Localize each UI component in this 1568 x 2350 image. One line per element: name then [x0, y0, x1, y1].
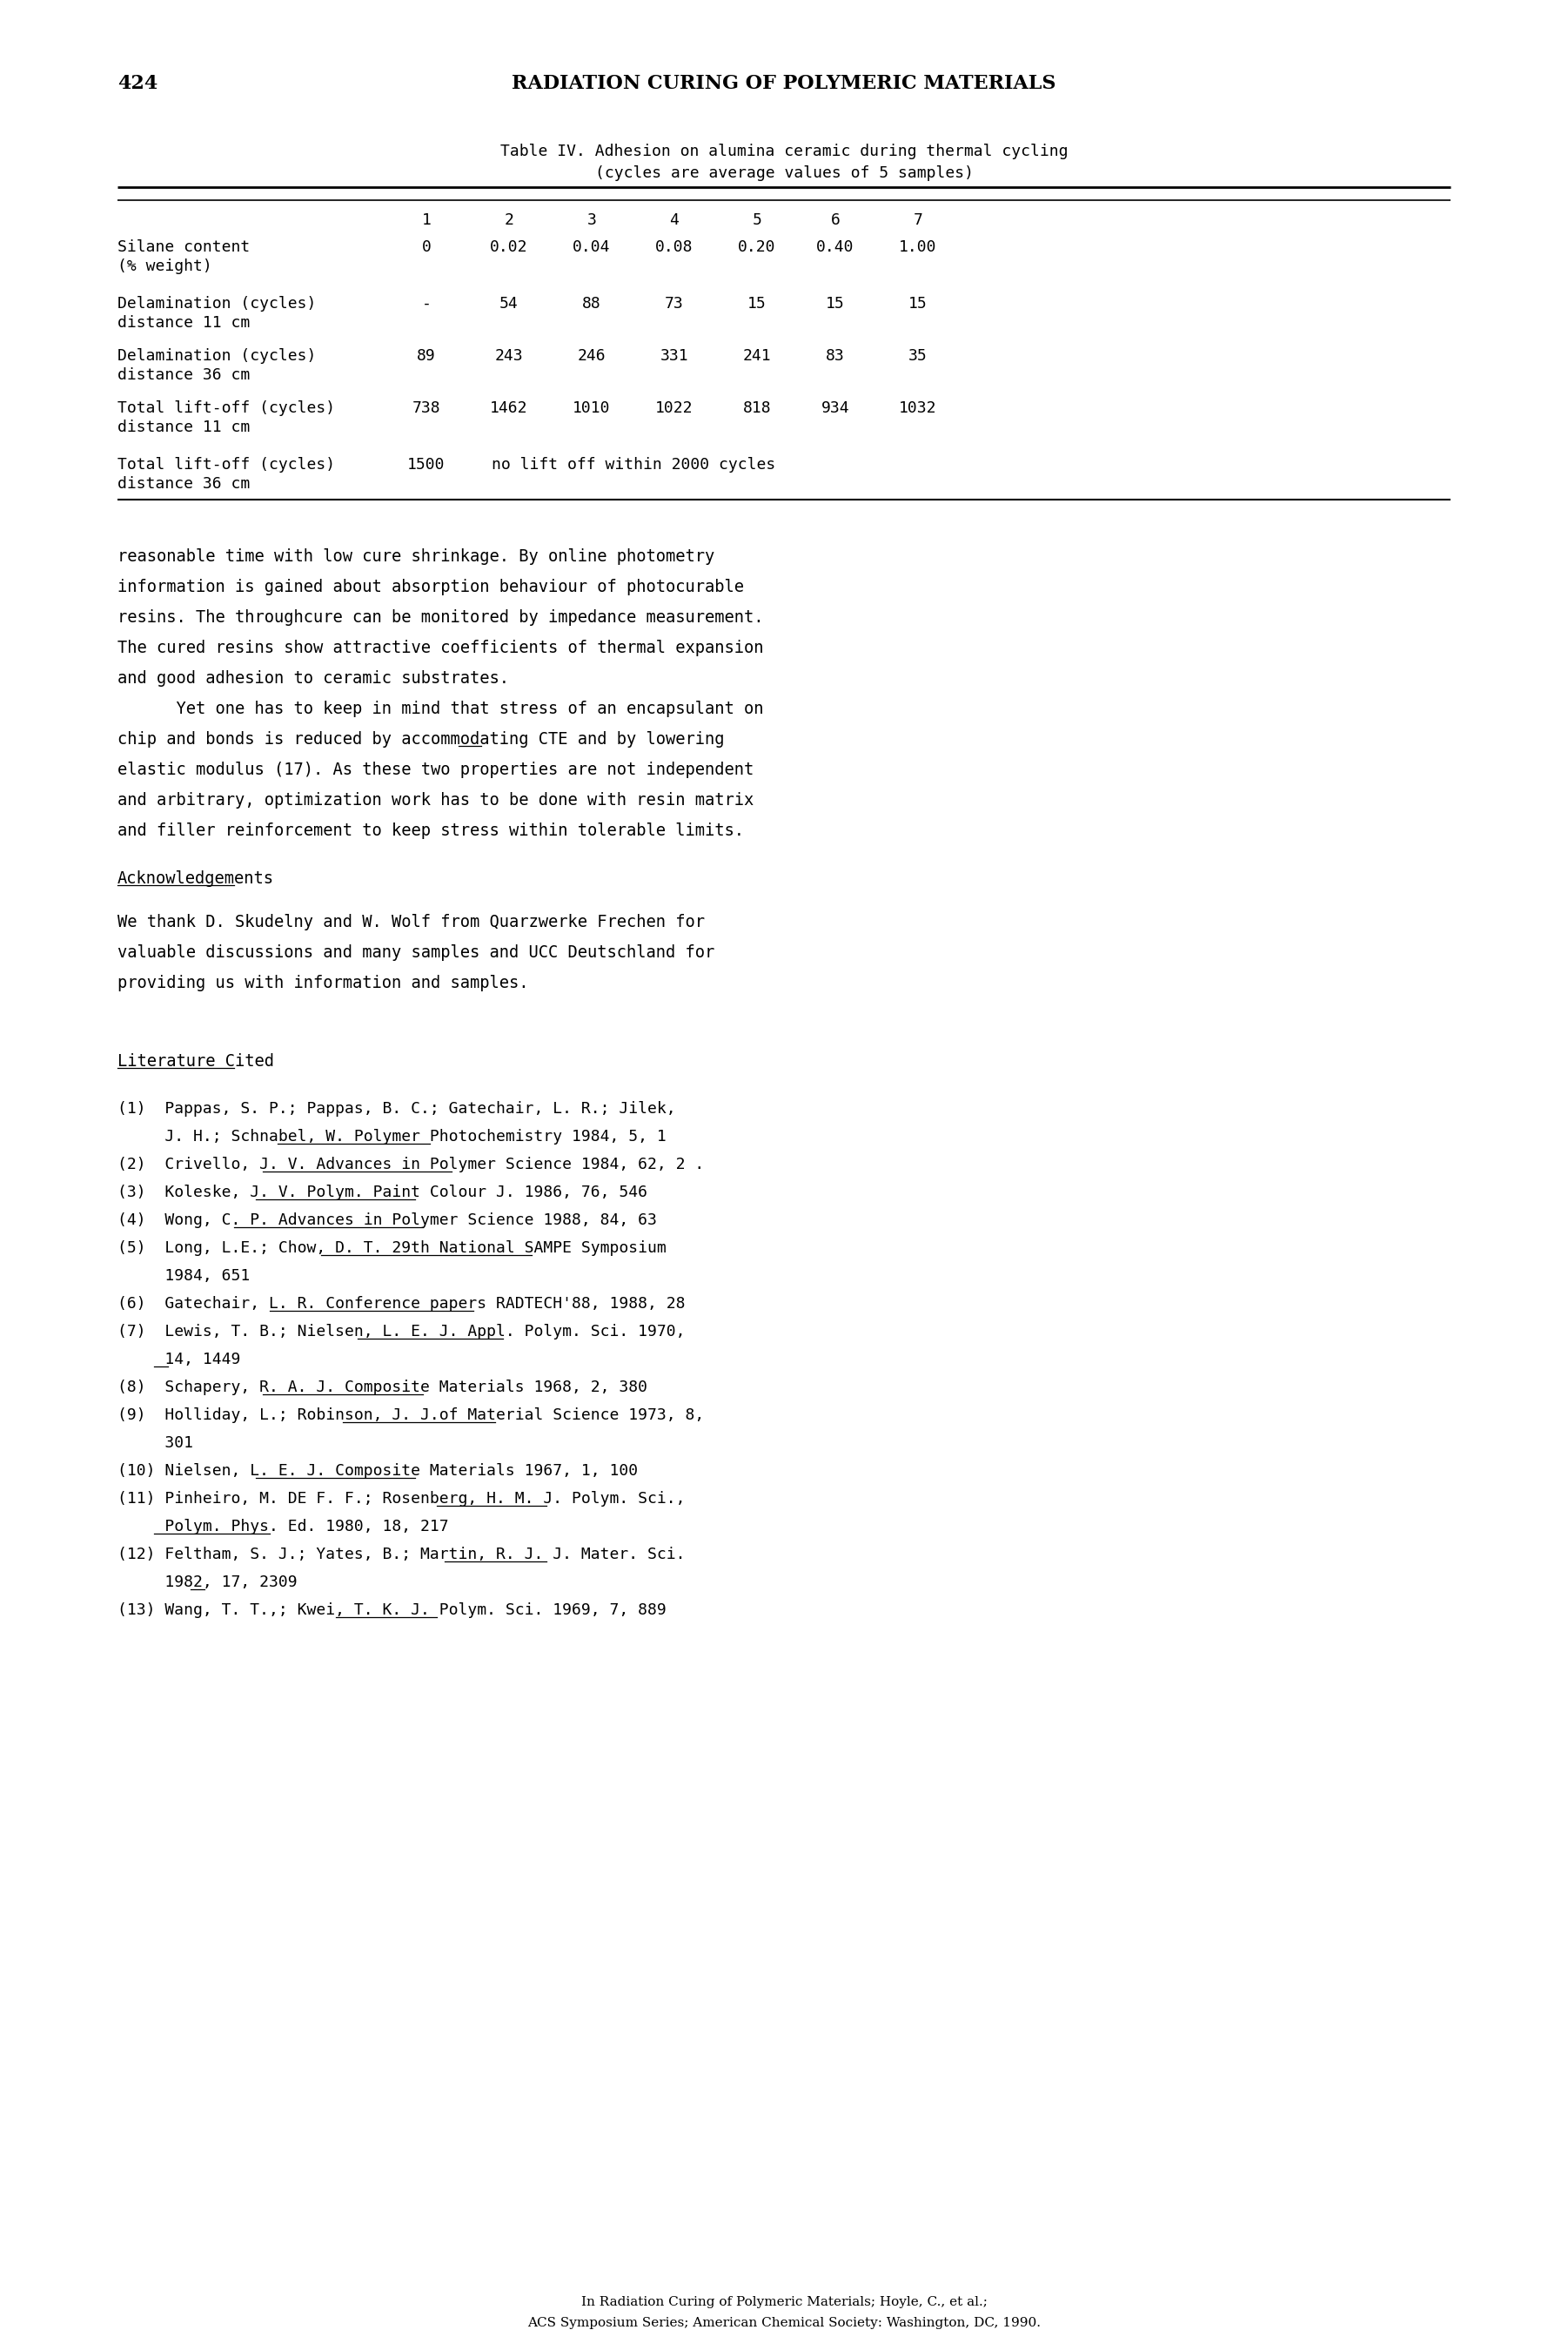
Text: We thank D. Skudelny and W. Wolf from Quarzwerke Frechen for: We thank D. Skudelny and W. Wolf from Qu… — [118, 914, 706, 931]
Text: resins. The throughcure can be monitored by impedance measurement.: resins. The throughcure can be monitored… — [118, 609, 764, 625]
Text: reasonable time with low cure shrinkage. By online photometry: reasonable time with low cure shrinkage.… — [118, 548, 715, 564]
Text: and good adhesion to ceramic substrates.: and good adhesion to ceramic substrates. — [118, 670, 510, 686]
Text: valuable discussions and many samples and UCC Deutschland for: valuable discussions and many samples an… — [118, 945, 715, 961]
Text: 2: 2 — [505, 212, 514, 228]
Text: 1: 1 — [422, 212, 431, 228]
Text: (6)  Gatechair, L. R. Conference papers RADTECH'88, 1988, 28: (6) Gatechair, L. R. Conference papers R… — [118, 1295, 685, 1311]
Text: 934: 934 — [822, 400, 850, 416]
Text: Silane content: Silane content — [118, 240, 249, 256]
Text: Total lift-off (cycles): Total lift-off (cycles) — [118, 400, 336, 416]
Text: (7)  Lewis, T. B.; Nielsen, L. E. J. Appl. Polym. Sci. 1970,: (7) Lewis, T. B.; Nielsen, L. E. J. Appl… — [118, 1323, 685, 1340]
Text: Delamination (cycles): Delamination (cycles) — [118, 348, 317, 364]
Text: 3: 3 — [586, 212, 596, 228]
Text: 331: 331 — [660, 348, 688, 364]
Text: 0.40: 0.40 — [817, 240, 855, 256]
Text: 89: 89 — [417, 348, 436, 364]
Text: (12) Feltham, S. J.; Yates, B.; Martin, R. J. J. Mater. Sci.: (12) Feltham, S. J.; Yates, B.; Martin, … — [118, 1546, 685, 1563]
Text: (2)  Crivello, J. V. Advances in Polymer Science 1984, 62, 2 .: (2) Crivello, J. V. Advances in Polymer … — [118, 1156, 704, 1173]
Text: 1032: 1032 — [898, 400, 938, 416]
Text: (4)  Wong, C. P. Advances in Polymer Science 1988, 84, 63: (4) Wong, C. P. Advances in Polymer Scie… — [118, 1213, 657, 1229]
Text: 54: 54 — [500, 296, 519, 313]
Text: and filler reinforcement to keep stress within tolerable limits.: and filler reinforcement to keep stress … — [118, 822, 743, 839]
Text: 7: 7 — [913, 212, 922, 228]
Text: 1010: 1010 — [572, 400, 610, 416]
Text: 243: 243 — [495, 348, 524, 364]
Text: chip and bonds is reduced by accommodating CTE and by lowering: chip and bonds is reduced by accommodati… — [118, 731, 724, 747]
Text: 15: 15 — [908, 296, 927, 313]
Text: 818: 818 — [743, 400, 771, 416]
Text: In Radiation Curing of Polymeric Materials; Hoyle, C., et al.;: In Radiation Curing of Polymeric Materia… — [580, 2296, 988, 2308]
Text: Acknowledgements: Acknowledgements — [118, 870, 274, 886]
Text: 83: 83 — [826, 348, 845, 364]
Text: J. H.; Schnabel, W. Polymer Photochemistry 1984, 5, 1: J. H.; Schnabel, W. Polymer Photochemist… — [118, 1128, 666, 1144]
Text: and arbitrary, optimization work has to be done with resin matrix: and arbitrary, optimization work has to … — [118, 792, 754, 808]
Text: elastic modulus (17). As these two properties are not independent: elastic modulus (17). As these two prope… — [118, 761, 754, 778]
Text: (3)  Koleske, J. V. Polym. Paint Colour J. 1986, 76, 546: (3) Koleske, J. V. Polym. Paint Colour J… — [118, 1184, 648, 1201]
Text: 1.00: 1.00 — [898, 240, 938, 256]
Text: 1984, 651: 1984, 651 — [118, 1269, 249, 1283]
Text: Total lift-off (cycles): Total lift-off (cycles) — [118, 456, 336, 472]
Text: (cycles are average values of 5 samples): (cycles are average values of 5 samples) — [594, 165, 974, 181]
Text: (10) Nielsen, L. E. J. Composite Materials 1967, 1, 100: (10) Nielsen, L. E. J. Composite Materia… — [118, 1464, 638, 1478]
Text: 1462: 1462 — [491, 400, 528, 416]
Text: 1982, 17, 2309: 1982, 17, 2309 — [118, 1574, 298, 1591]
Text: 4: 4 — [670, 212, 679, 228]
Text: 73: 73 — [665, 296, 684, 313]
Text: Delamination (cycles): Delamination (cycles) — [118, 296, 317, 313]
Text: 14, 1449: 14, 1449 — [118, 1351, 240, 1368]
Text: -: - — [422, 296, 431, 313]
Text: 301: 301 — [118, 1436, 193, 1450]
Text: information is gained about absorption behaviour of photocurable: information is gained about absorption b… — [118, 578, 743, 595]
Text: no lift off within 2000 cycles: no lift off within 2000 cycles — [492, 456, 776, 472]
Text: 6: 6 — [831, 212, 840, 228]
Text: Polym. Phys. Ed. 1980, 18, 217: Polym. Phys. Ed. 1980, 18, 217 — [118, 1518, 448, 1535]
Text: (5)  Long, L.E.; Chow, D. T. 29th National SAMPE Symposium: (5) Long, L.E.; Chow, D. T. 29th Nationa… — [118, 1241, 666, 1255]
Text: 241: 241 — [743, 348, 771, 364]
Text: 0: 0 — [422, 240, 431, 256]
Text: 35: 35 — [908, 348, 927, 364]
Text: (8)  Schapery, R. A. J. Composite Materials 1968, 2, 380: (8) Schapery, R. A. J. Composite Materia… — [118, 1379, 648, 1396]
Text: The cured resins show attractive coefficients of thermal expansion: The cured resins show attractive coeffic… — [118, 639, 764, 656]
Text: Yet one has to keep in mind that stress of an encapsulant on: Yet one has to keep in mind that stress … — [118, 700, 764, 717]
Text: distance 11 cm: distance 11 cm — [118, 421, 249, 435]
Text: 15: 15 — [826, 296, 845, 313]
Text: Literature Cited: Literature Cited — [118, 1053, 274, 1069]
Text: ACS Symposium Series; American Chemical Society: Washington, DC, 1990.: ACS Symposium Series; American Chemical … — [527, 2317, 1041, 2329]
Text: distance 11 cm: distance 11 cm — [118, 315, 249, 331]
Text: 0.08: 0.08 — [655, 240, 693, 256]
Text: (% weight): (% weight) — [118, 258, 212, 275]
Text: 1500: 1500 — [408, 456, 445, 472]
Text: 88: 88 — [582, 296, 601, 313]
Text: distance 36 cm: distance 36 cm — [118, 367, 249, 383]
Text: (11) Pinheiro, M. DE F. F.; Rosenberg, H. M. J. Polym. Sci.,: (11) Pinheiro, M. DE F. F.; Rosenberg, H… — [118, 1490, 685, 1506]
Text: 0.02: 0.02 — [491, 240, 528, 256]
Text: 5: 5 — [753, 212, 762, 228]
Text: 1022: 1022 — [655, 400, 693, 416]
Text: (9)  Holliday, L.; Robinson, J. J.of Material Science 1973, 8,: (9) Holliday, L.; Robinson, J. J.of Mate… — [118, 1408, 704, 1424]
Text: 0.20: 0.20 — [739, 240, 776, 256]
Text: 424: 424 — [118, 73, 158, 94]
Text: Table IV. Adhesion on alumina ceramic during thermal cycling: Table IV. Adhesion on alumina ceramic du… — [500, 143, 1068, 160]
Text: distance 36 cm: distance 36 cm — [118, 477, 249, 491]
Text: providing us with information and samples.: providing us with information and sample… — [118, 975, 528, 992]
Text: 15: 15 — [748, 296, 767, 313]
Text: (13) Wang, T. T.,; Kwei, T. K. J. Polym. Sci. 1969, 7, 889: (13) Wang, T. T.,; Kwei, T. K. J. Polym.… — [118, 1603, 666, 1619]
Text: 0.04: 0.04 — [572, 240, 610, 256]
Text: RADIATION CURING OF POLYMERIC MATERIALS: RADIATION CURING OF POLYMERIC MATERIALS — [511, 73, 1057, 94]
Text: 738: 738 — [412, 400, 441, 416]
Text: 246: 246 — [577, 348, 605, 364]
Text: (1)  Pappas, S. P.; Pappas, B. C.; Gatechair, L. R.; Jilek,: (1) Pappas, S. P.; Pappas, B. C.; Gatech… — [118, 1102, 676, 1116]
